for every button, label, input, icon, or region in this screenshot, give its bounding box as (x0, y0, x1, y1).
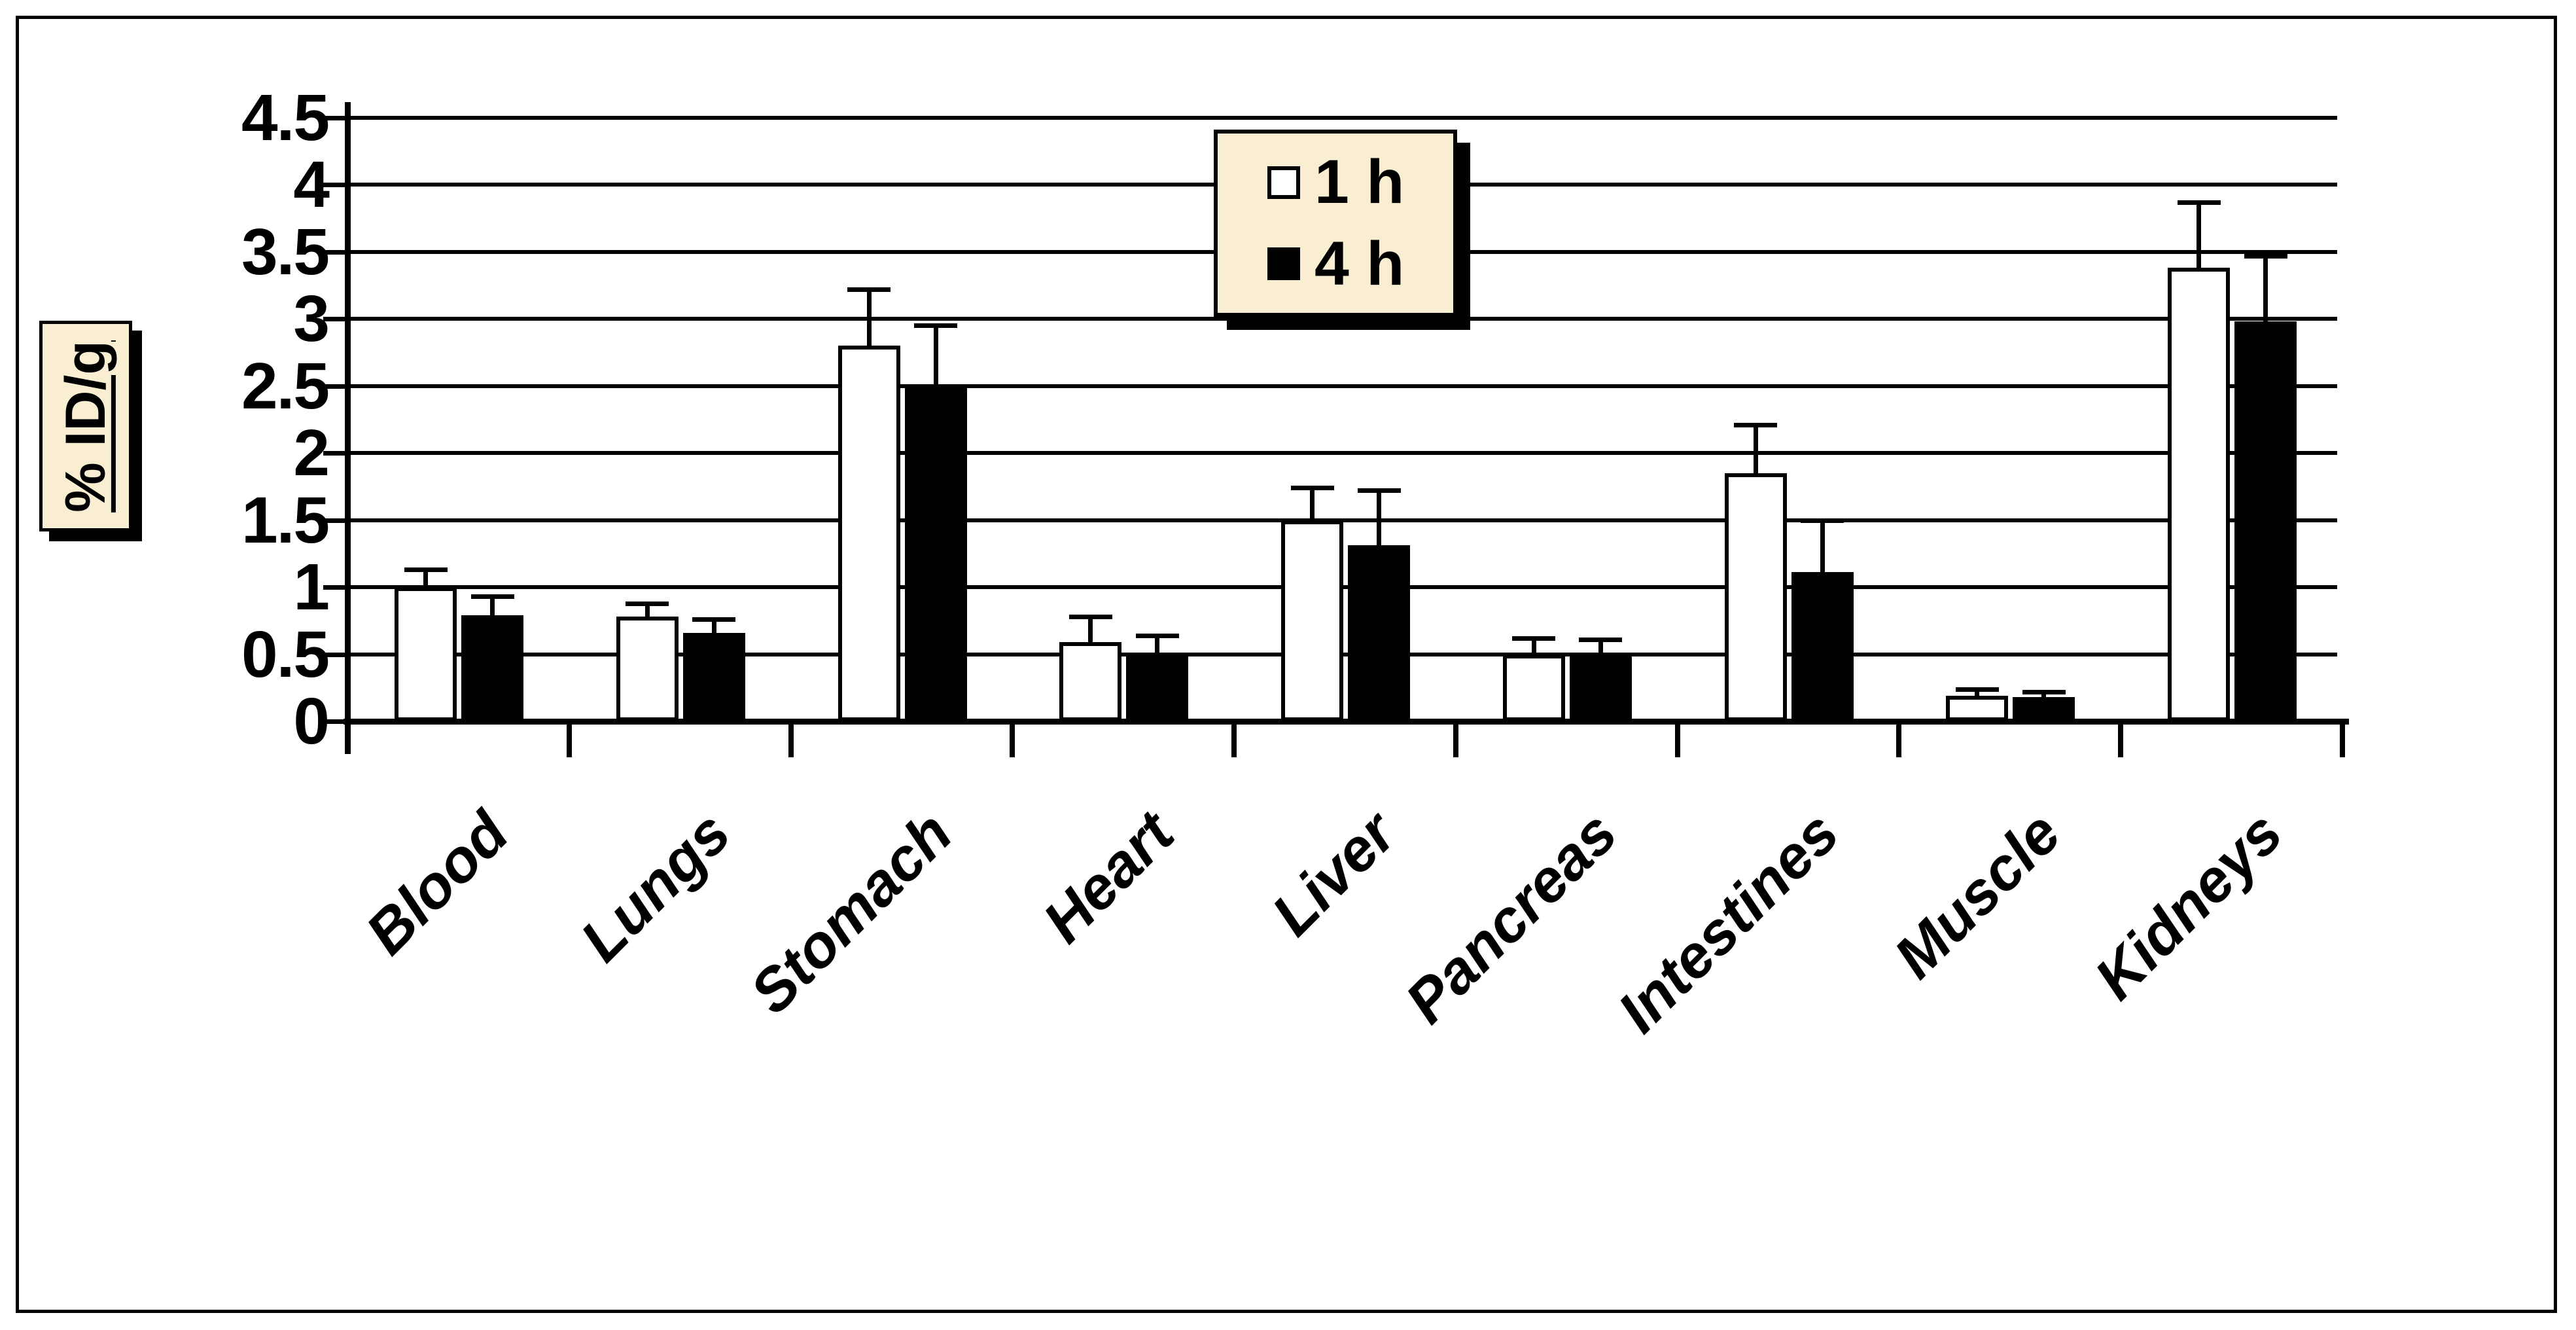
y-axis-title: % ID/g (54, 340, 117, 512)
error-bar-cap (1357, 488, 1401, 494)
y-axis-tick (323, 249, 347, 255)
x-axis-tick (1674, 721, 1680, 757)
y-axis-tick (323, 115, 347, 120)
error-bar-stem (2197, 202, 2202, 268)
bar-lungs-4h (682, 632, 745, 721)
bar-stomach-4h (904, 386, 967, 721)
error-bar-stem (1975, 689, 1980, 696)
error-bar-stem (1310, 488, 1315, 520)
y-axis-tick-label: 1 (293, 550, 330, 624)
gridline (347, 115, 2337, 120)
bar-pancreas-1h (1502, 654, 1565, 721)
bar-liver-4h (1348, 545, 1411, 721)
bar-muscle-1h (1946, 696, 2009, 721)
bar-pancreas-4h (1569, 654, 1632, 721)
bar-intestines-4h (1791, 572, 1854, 721)
gridline (347, 384, 2337, 388)
error-bar-cap (914, 323, 958, 329)
y-axis-tick-label: 1.5 (241, 483, 330, 557)
error-bar-cap (1801, 518, 1844, 523)
legend-label-4h: 4 h (1314, 228, 1405, 298)
error-bar-stem (1088, 617, 1093, 643)
y-axis-tick (323, 384, 347, 389)
bar-liver-1h (1281, 520, 1344, 721)
bar-heart-1h (1059, 642, 1122, 721)
error-bar-cap (1734, 422, 1778, 427)
error-bar-stem (866, 289, 872, 346)
y-axis-tick (323, 518, 347, 523)
error-bar-cap (1068, 615, 1112, 620)
bar-intestines-1h (1724, 473, 1787, 721)
y-axis-tick (323, 451, 347, 456)
y-axis-tick (323, 183, 347, 187)
bar-blood-4h (461, 615, 523, 721)
error-bar-cap (692, 617, 736, 622)
x-axis-tick (1896, 721, 1902, 757)
error-bar-stem (490, 596, 495, 616)
x-axis-tick (2118, 721, 2124, 757)
bar-stomach-1h (838, 346, 900, 721)
y-axis-tick-label: 3 (293, 282, 330, 355)
y-axis-tick-label: 0.5 (241, 617, 330, 691)
legend-label-1h: 1 h (1314, 147, 1405, 217)
error-bar-stem (1531, 638, 1536, 655)
y-axis-tick-label: 3.5 (241, 215, 330, 289)
error-bar-cap (847, 287, 891, 292)
error-bar-cap (1512, 636, 1556, 641)
error-bar-cap (470, 594, 514, 600)
error-bar-stem (1598, 639, 1603, 655)
error-bar-stem (1377, 490, 1382, 546)
bar-kidneys-1h (2168, 268, 2231, 721)
error-bar-stem (711, 619, 716, 633)
error-bar-stem (2263, 255, 2268, 322)
y-axis-tick-label: 0 (293, 685, 330, 758)
y-axis-tick-label: 2 (293, 416, 330, 490)
bar-blood-1h (395, 587, 457, 721)
x-axis-tick (2340, 721, 2345, 757)
error-bar-stem (1820, 520, 1825, 573)
x-axis-tick (566, 721, 572, 757)
gridline (347, 451, 2337, 455)
legend: 1 h 4 h (1214, 130, 1457, 317)
x-axis-tick (1453, 721, 1458, 757)
x-axis (344, 719, 2349, 725)
error-bar-stem (933, 325, 938, 386)
bar-kidneys-4h (2234, 321, 2297, 721)
x-axis-tick (788, 721, 794, 757)
error-bar-cap (1579, 637, 1623, 642)
bar-lungs-1h (616, 617, 679, 721)
bar-heart-4h (1126, 654, 1189, 721)
error-bar-cap (2022, 689, 2066, 694)
y-axis-tick-label: 4 (293, 148, 330, 221)
y-axis-tick (323, 652, 347, 657)
y-axis-tick (323, 317, 347, 321)
error-bar-stem (423, 569, 428, 587)
error-bar-cap (2177, 200, 2221, 205)
y-axis-tick (323, 585, 347, 590)
legend-swatch-4h-icon (1267, 247, 1300, 281)
error-bar-cap (2244, 253, 2287, 259)
x-axis-tick (1010, 721, 1015, 757)
error-bar-stem (1753, 424, 1758, 473)
gridline (347, 317, 2337, 321)
legend-swatch-1h-icon (1267, 166, 1300, 199)
y-axis-tick-label: 4.5 (241, 81, 330, 154)
legend-entry-4h: 4 h (1267, 231, 1453, 297)
error-bar-stem (644, 603, 650, 617)
y-axis-title-box: % ID/g (39, 321, 132, 531)
error-bar-cap (404, 567, 448, 573)
y-axis (345, 102, 351, 754)
error-bar-stem (1155, 635, 1160, 655)
legend-entry-1h: 1 h (1267, 150, 1453, 215)
bar-muscle-4h (2013, 697, 2075, 721)
error-bar-cap (1135, 633, 1179, 638)
error-bar-cap (1955, 687, 1999, 692)
error-bar-cap (626, 601, 669, 606)
error-bar-stem (2041, 691, 2047, 698)
y-axis-tick-label: 2.5 (241, 349, 330, 423)
x-axis-tick (1231, 721, 1237, 757)
y-axis-tick (323, 719, 347, 724)
error-bar-cap (1290, 486, 1334, 491)
